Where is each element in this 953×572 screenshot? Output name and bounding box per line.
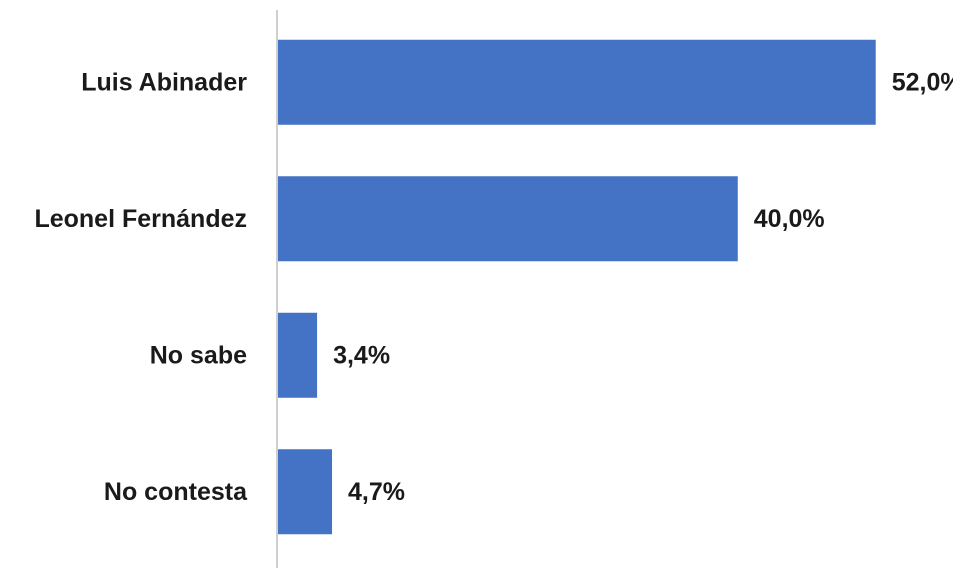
bar-no-contesta bbox=[278, 449, 333, 535]
value-label-no-contesta: 4,7% bbox=[348, 478, 405, 506]
category-label-luis-abinader: Luis Abinader bbox=[81, 68, 247, 96]
category-label-no-contesta: No contesta bbox=[104, 478, 248, 506]
value-label-no-sabe: 3,4% bbox=[333, 341, 390, 369]
category-label-no-sabe: No sabe bbox=[150, 341, 247, 369]
category-label-leonel-fernandez: Leonel Fernández bbox=[34, 205, 247, 233]
labels-group: Luis Abinader 52,0% Leonel Fernández 40,0% N… bbox=[34, 68, 953, 506]
value-label-leonel-fernandez: 40,0% bbox=[754, 205, 825, 233]
value-label-luis-abinader: 52,0% bbox=[892, 68, 953, 96]
bar-no-sabe bbox=[278, 312, 318, 398]
bar-luis-abinader bbox=[278, 39, 876, 125]
bar-leonel-fernandez bbox=[278, 176, 738, 262]
bars-group bbox=[278, 39, 876, 535]
